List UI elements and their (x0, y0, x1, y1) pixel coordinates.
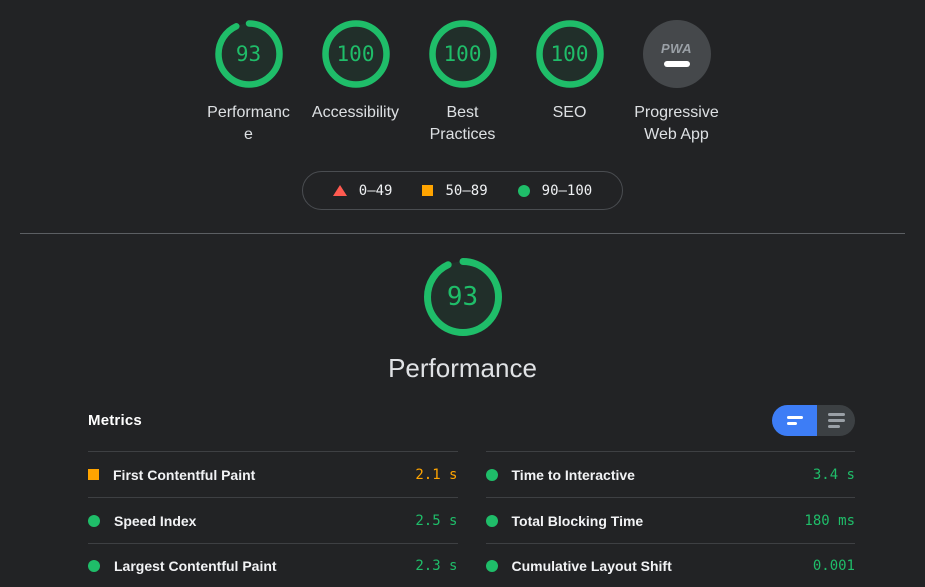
metric-value: 3.4 s (812, 466, 855, 483)
good-circle-icon (485, 514, 498, 527)
good-circle-icon (517, 184, 530, 197)
metric-value: 180 ms (804, 512, 855, 529)
toggle-expanded-view-button[interactable] (817, 404, 855, 436)
performance-label: Performance (207, 104, 290, 143)
legend-wrap: 0–49 50–89 90–100 (0, 171, 925, 210)
metric-row-lcp: Largest Contentful Paint 2.3 s (88, 543, 458, 587)
category-seo[interactable]: 100 SEO (523, 20, 616, 124)
section-divider (20, 233, 905, 234)
pwa-dash-icon (663, 61, 690, 67)
accessibility-gauge: 100 (321, 20, 390, 88)
category-best-practices[interactable]: 100 Best Practices (416, 20, 509, 146)
gauge-ring-icon (321, 20, 390, 88)
legend-item-good: 90–100 (517, 182, 593, 199)
performance-score: 93 (235, 42, 262, 66)
legend-item-average: 50–89 (422, 182, 488, 199)
metrics-header: Metrics (88, 404, 855, 436)
performance-gauge: 93 (214, 20, 283, 88)
gauge-ring-icon (423, 258, 502, 336)
good-circle-icon (485, 560, 498, 572)
metrics-view-toggle (772, 404, 855, 436)
metric-row-speed-index: Speed Index 2.5 s (88, 497, 458, 543)
best-practices-label: Best Practices (429, 104, 496, 143)
metric-row-cls: Cumulative Layout Shift 0.001 (485, 543, 855, 587)
average-square-icon (422, 185, 434, 196)
category-scores-row: 93 Performance 100 Accessibility 100 (0, 0, 925, 146)
best-practices-gauge: 100 (428, 20, 497, 88)
category-pwa[interactable]: PWA Progressive Web App (630, 20, 723, 146)
metrics-grid: First Contentful Paint 2.1 s Speed Index… (88, 451, 855, 587)
metrics-column-left: First Contentful Paint 2.1 s Speed Index… (88, 451, 458, 587)
good-circle-icon (485, 468, 498, 481)
accessibility-label: Accessibility (311, 104, 400, 121)
legend-range-fail: 0–49 (358, 182, 393, 199)
metric-row-tti: Time to Interactive 3.4 s (485, 451, 855, 497)
metric-value: 0.001 (812, 558, 855, 574)
metric-label: Speed Index (114, 512, 197, 529)
seo-score: 100 (550, 42, 589, 66)
metric-value: 2.1 s (415, 466, 458, 483)
performance-section-gauge[interactable]: 93 (423, 257, 503, 337)
legend-range-good: 90–100 (541, 182, 593, 199)
gauge-ring-icon (535, 20, 604, 88)
metrics-column-right: Time to Interactive 3.4 s Total Blocking… (485, 451, 855, 587)
accessibility-score: 100 (336, 42, 375, 66)
metric-value: 2.3 s (415, 558, 458, 574)
metric-label: First Contentful Paint (113, 466, 256, 483)
two-lines-view-icon (786, 415, 803, 425)
performance-section-header: 93 Performance (0, 257, 925, 384)
good-circle-icon (88, 560, 100, 572)
category-performance[interactable]: 93 Performance (202, 20, 295, 146)
gauge-ring-icon (214, 20, 283, 88)
best-practices-score: 100 (443, 42, 482, 66)
metric-row-fcp: First Contentful Paint 2.1 s (88, 451, 458, 497)
average-square-icon (88, 469, 99, 480)
metric-row-tbt: Total Blocking Time 180 ms (485, 497, 855, 543)
pwa-logo-text: PWA (660, 41, 693, 56)
metrics-section: Metrics (88, 404, 855, 587)
good-circle-icon (88, 514, 100, 527)
metric-label: Total Blocking Time (511, 512, 644, 529)
fail-triangle-icon (332, 185, 347, 196)
gauge-ring-icon (428, 20, 497, 88)
seo-gauge: 100 (535, 20, 604, 88)
legend-item-fail: 0–49 (332, 182, 393, 199)
three-lines-view-icon (827, 412, 845, 428)
score-legend: 0–49 50–89 90–100 (301, 171, 624, 210)
metrics-heading: Metrics (88, 411, 142, 429)
legend-range-average: 50–89 (445, 182, 488, 199)
pwa-label: Progressive Web App (634, 104, 719, 143)
seo-label: SEO (552, 104, 587, 121)
performance-section-title: Performance (388, 353, 537, 383)
metric-label: Time to Interactive (511, 466, 635, 483)
performance-section-score: 93 (446, 282, 479, 312)
category-accessibility[interactable]: 100 Accessibility (309, 20, 402, 124)
metric-value: 2.5 s (415, 512, 458, 529)
metric-label: Cumulative Layout Shift (511, 558, 672, 574)
pwa-badge-icon: PWA (642, 20, 711, 88)
metric-label: Largest Contentful Paint (114, 558, 277, 574)
toggle-compact-view-button[interactable] (772, 404, 817, 436)
